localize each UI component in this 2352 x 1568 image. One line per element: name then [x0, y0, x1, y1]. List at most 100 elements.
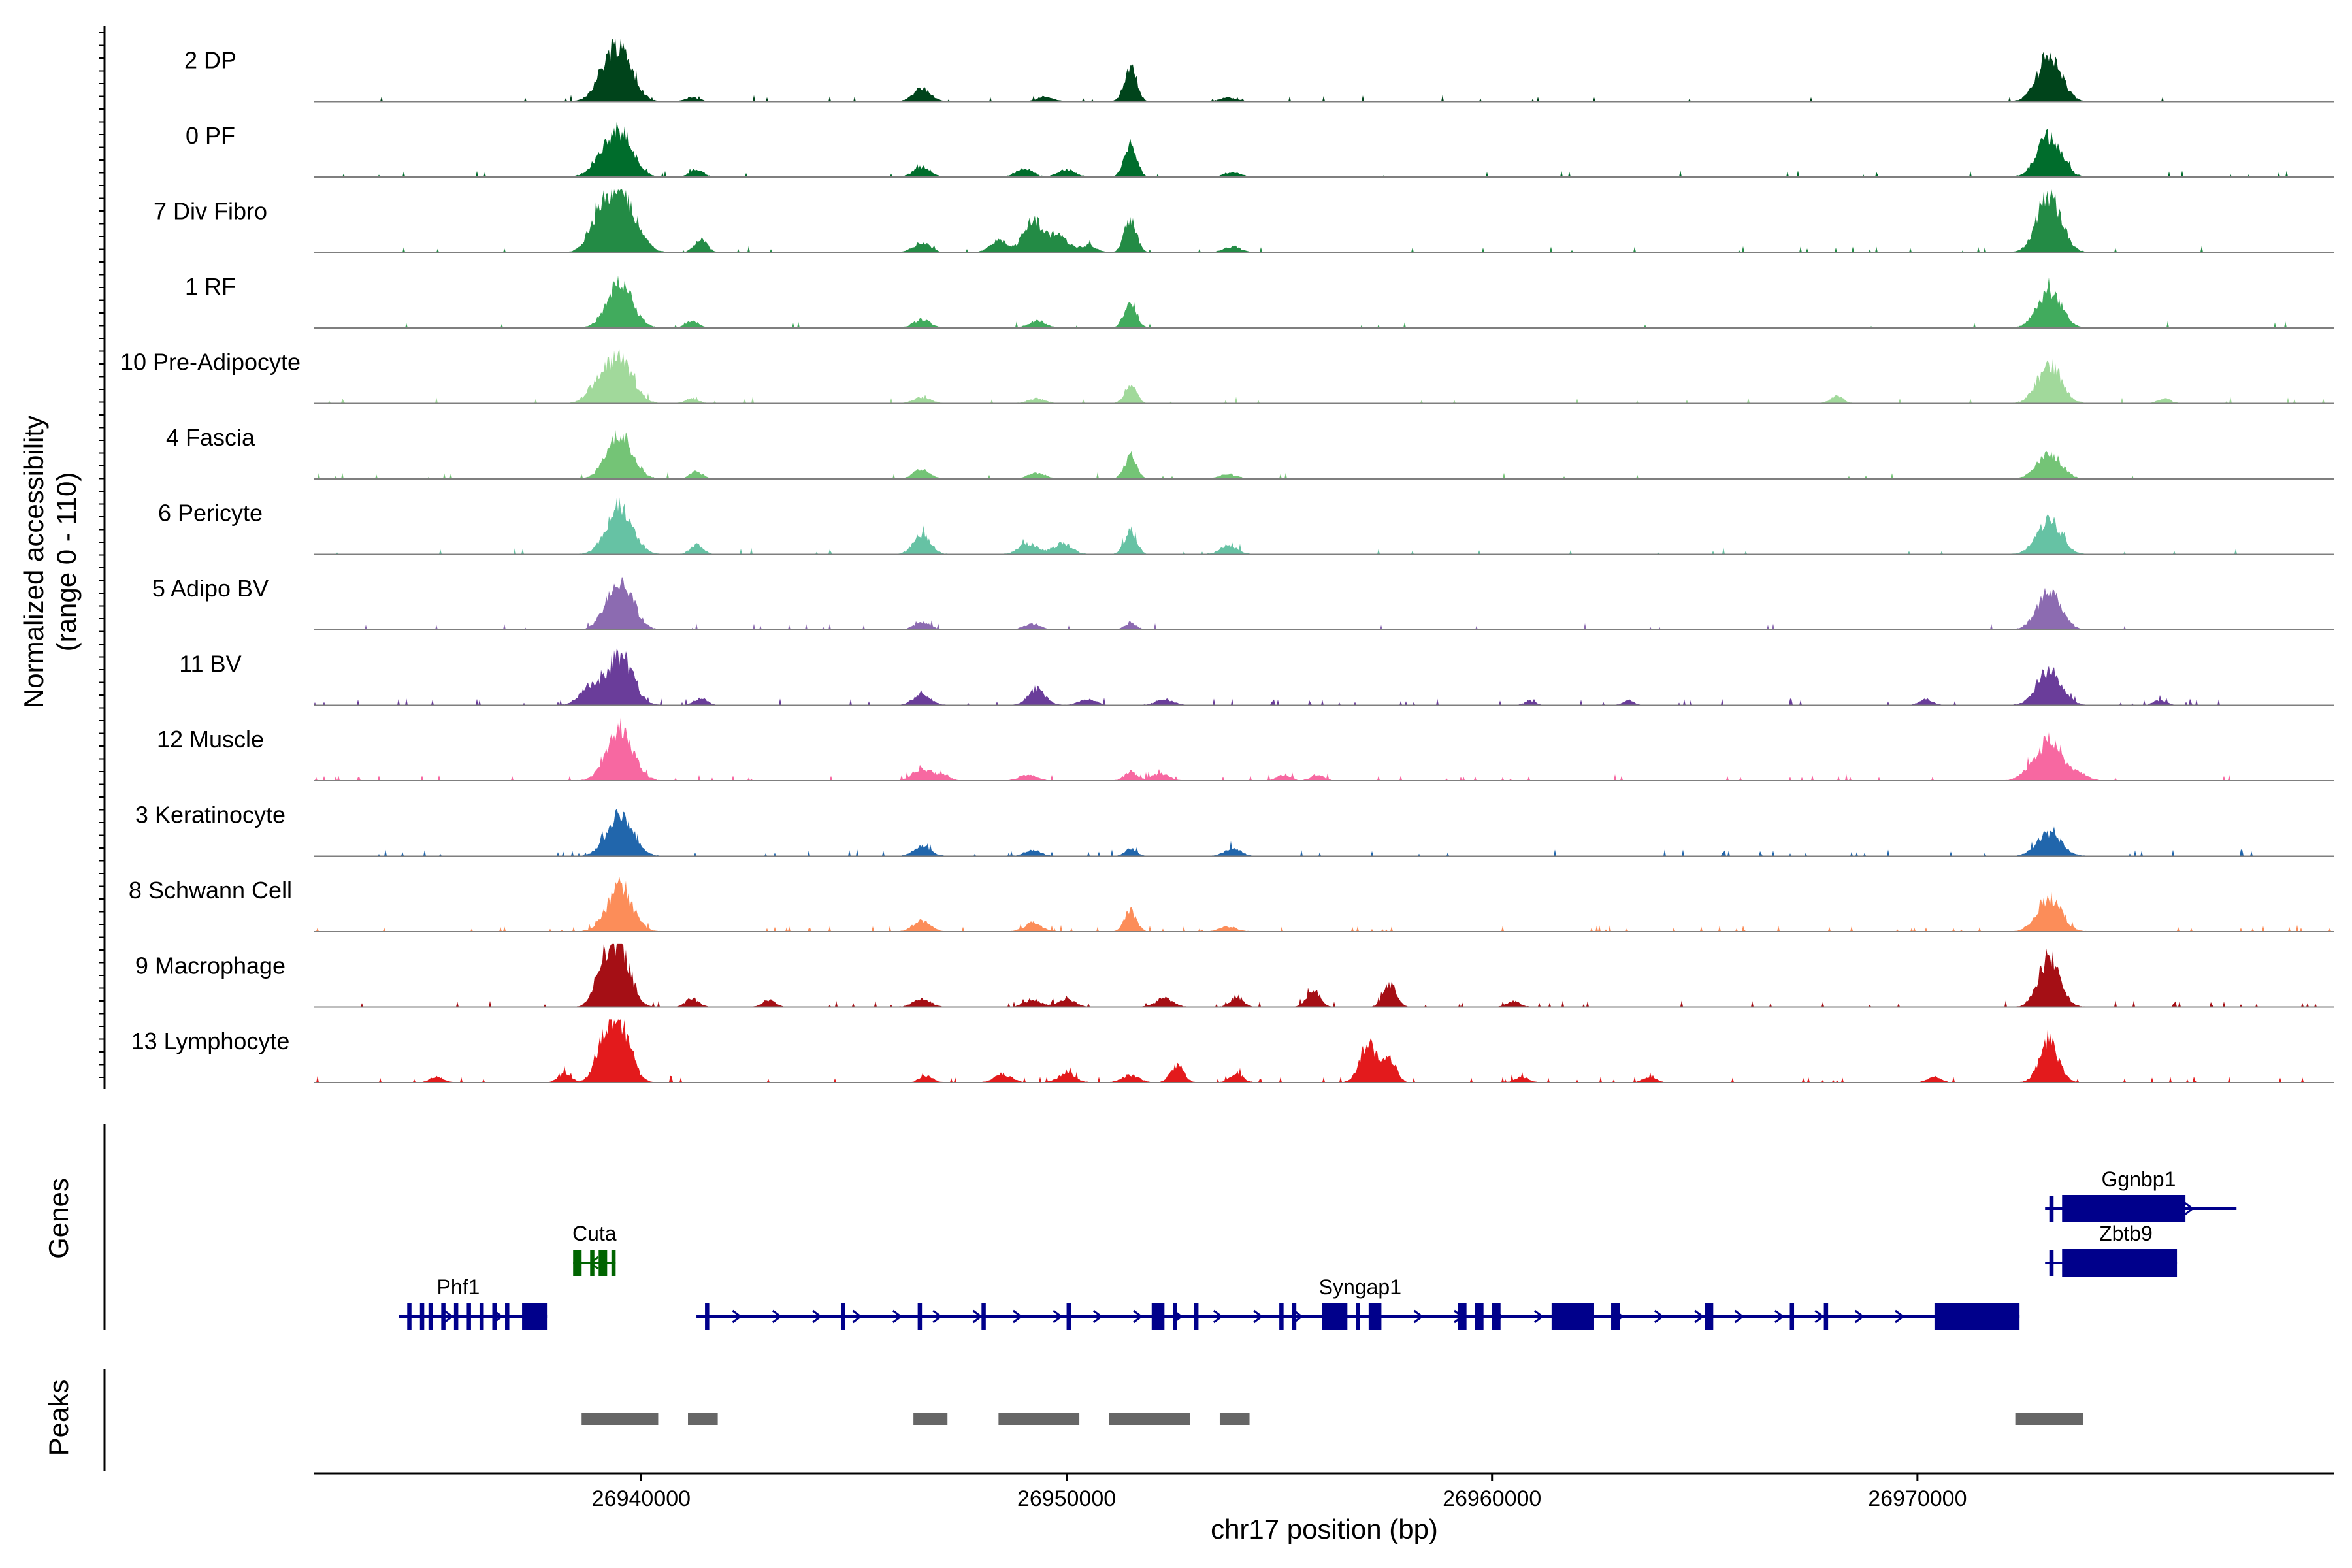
gene-exon	[611, 1250, 616, 1276]
gene-strand-arrow	[892, 1309, 903, 1324]
track-label: 1 RF	[185, 273, 236, 300]
gene-exon	[1475, 1303, 1484, 1330]
gene-exon	[1458, 1303, 1467, 1330]
gene-strand-arrow	[1293, 1309, 1304, 1324]
peak-region-bar	[1219, 1413, 1250, 1425]
x-axis: 26940000 26950000 26960000 26970000	[314, 1472, 2334, 1511]
gene-exon	[1292, 1303, 1297, 1330]
gene-exon	[1151, 1303, 1165, 1330]
gene-exon	[1611, 1303, 1620, 1330]
gene-exon	[1173, 1303, 1177, 1330]
gene-strand-arrow	[1533, 1309, 1544, 1324]
gene-exon	[2049, 1250, 2054, 1276]
gene-exon	[598, 1250, 608, 1276]
track-label: 10 Pre-Adipocyte	[120, 349, 301, 376]
coverage-area	[314, 809, 2334, 857]
gene-strand-arrow	[732, 1309, 742, 1324]
gene-phf1: Phf1	[399, 1275, 548, 1330]
gene-exon	[1368, 1303, 1382, 1330]
y-axis-title-line-2: (range 0 - 110)	[51, 472, 82, 652]
x-axis-tick-label: 26940000	[592, 1486, 691, 1511]
gene-strand-arrow	[1253, 1309, 1264, 1324]
gene-exon	[1279, 1303, 1284, 1330]
gene-strand-arrow	[2184, 1201, 2195, 1216]
gene-exon	[407, 1303, 412, 1330]
gene-strand-arrow	[1734, 1309, 1745, 1324]
coverage-area	[314, 943, 2334, 1007]
gene-strand-arrow	[812, 1309, 823, 1324]
x-axis-tick-label: 26970000	[1868, 1486, 1967, 1511]
gene-exon	[1194, 1303, 1199, 1330]
gene-exon	[453, 1303, 459, 1330]
gene-strand-arrow	[1895, 1309, 1905, 1324]
coverage-y-axis	[99, 26, 106, 1089]
coverage-area	[314, 576, 2334, 630]
gene-exon	[505, 1303, 510, 1330]
track-8-schwann-cell: 8 Schwann Cell	[129, 876, 2334, 932]
x-axis-title: chr17 position (bp)	[1211, 1514, 1438, 1544]
track-label: 7 Div Fibro	[154, 198, 267, 225]
track-5-adipo-bv: 5 Adipo BV	[152, 575, 2334, 630]
gene-label: Syngap1	[1319, 1275, 1401, 1299]
gene-strand-arrow	[1694, 1309, 1705, 1324]
peaks-panel-title: Peaks	[43, 1380, 74, 1456]
gene-strand-arrow	[972, 1309, 983, 1324]
gene-label: Zbtb9	[2099, 1222, 2153, 1245]
gene-ggnbp1: Ggnbp1	[2045, 1168, 2237, 1222]
peak-region-bar	[581, 1413, 659, 1425]
peak-region-bar	[998, 1413, 1080, 1425]
coverage-area	[314, 648, 2334, 706]
gene-exon	[2062, 1195, 2186, 1222]
track-13-lymphocyte: 13 Lymphocyte	[131, 1019, 2334, 1083]
coverage-area	[314, 121, 2334, 177]
gene-exon	[1705, 1303, 1714, 1330]
gene-exon	[981, 1303, 986, 1330]
track-label: 5 Adipo BV	[152, 575, 269, 602]
coverage-area	[314, 348, 2334, 404]
track-10-pre-adipocyte: 10 Pre-Adipocyte	[120, 349, 2334, 404]
coverage-area	[314, 497, 2334, 555]
gene-exon	[1356, 1303, 1360, 1330]
track-label: 2 DP	[184, 47, 237, 74]
coverage-area	[314, 275, 2334, 328]
gene-exon	[590, 1250, 595, 1276]
gene-strand-arrow	[1053, 1309, 1063, 1324]
x-axis-tick-label: 26950000	[1017, 1486, 1116, 1511]
track-label: 12 Muscle	[157, 726, 264, 753]
gene-exon	[479, 1303, 484, 1330]
gene-strand-arrow	[1413, 1309, 1424, 1324]
coverage-area	[314, 189, 2334, 253]
gene-exon	[2049, 1196, 2054, 1222]
peak-regions	[581, 1413, 2083, 1425]
gene-annotations: Phf1 Cuta Syngap1 Ggnbp1 Zbtb9	[399, 1168, 2237, 1330]
gene-strand-arrow	[444, 1309, 454, 1324]
gene-strand-arrow	[1213, 1309, 1224, 1324]
genes-panel-title: Genes	[43, 1178, 74, 1259]
peak-region-bar	[1109, 1413, 1190, 1425]
track-6-pericyte: 6 Pericyte	[158, 497, 2334, 555]
track-label: 11 BV	[179, 651, 241, 678]
coverage-area	[314, 1019, 2334, 1083]
peak-region-bar	[913, 1413, 948, 1425]
gene-exon	[428, 1303, 433, 1330]
coverage-area	[314, 429, 2334, 479]
gene-exon	[917, 1303, 923, 1330]
gene-exon	[1823, 1303, 1829, 1330]
track-4-fascia: 4 Fascia	[166, 424, 2334, 480]
gene-strand-arrow	[1774, 1309, 1785, 1324]
gene-exon	[841, 1303, 845, 1330]
track-11-bv: 11 BV	[179, 648, 2334, 706]
track-label: 3 Keratinocyte	[135, 802, 286, 828]
gene-strand-arrow	[852, 1309, 863, 1324]
gene-strand-arrow	[1092, 1309, 1103, 1324]
track-label: 6 Pericyte	[158, 500, 263, 527]
gene-strand-arrow	[1013, 1309, 1023, 1324]
track-label: 9 Macrophage	[135, 953, 286, 979]
gene-exon	[1934, 1303, 2020, 1330]
coverage-area	[314, 876, 2334, 932]
gene-strand-arrow	[1814, 1309, 1825, 1324]
y-axis-title-line-1: Normalized accessibility	[18, 416, 49, 708]
gene-exon	[2062, 1249, 2178, 1277]
gene-zbtb9: Zbtb9	[2045, 1222, 2178, 1277]
